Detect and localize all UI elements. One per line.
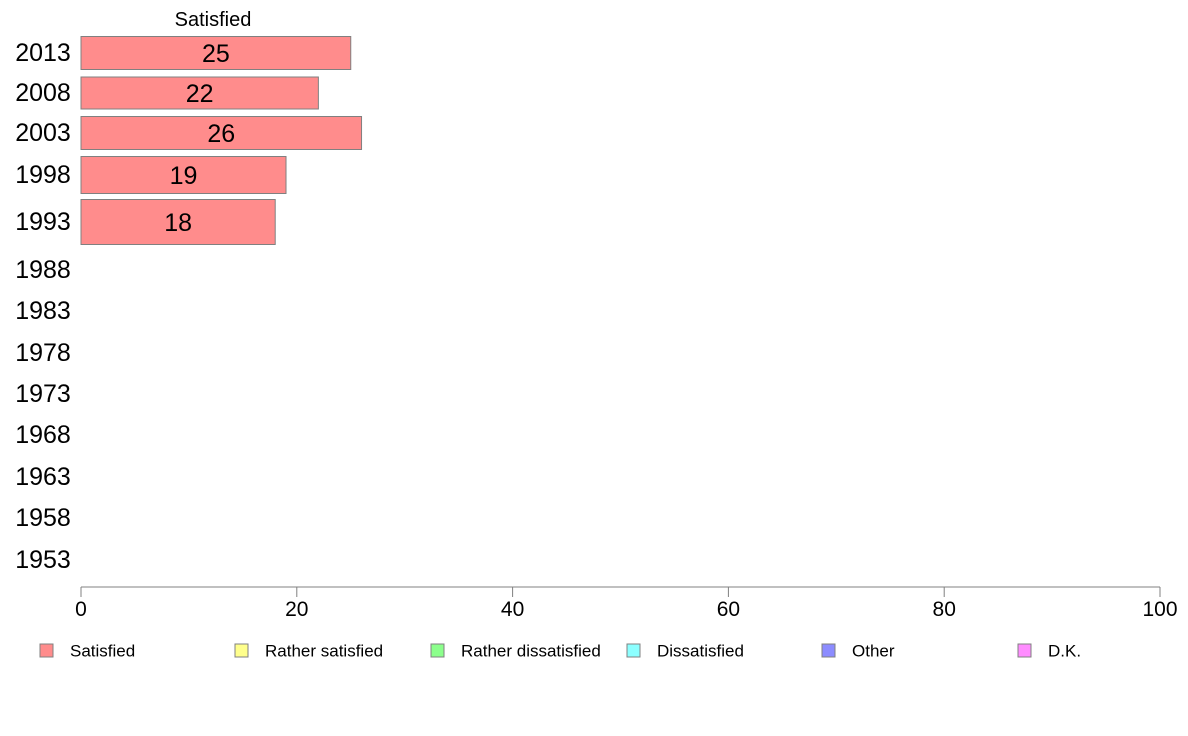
legend-label-dissatisfied: Dissatisfied (657, 642, 744, 661)
category-label-2003: 2003 (15, 119, 71, 147)
x-tick-label-20: 20 (285, 598, 308, 621)
x-tick-label-0: 0 (75, 598, 87, 621)
category-labels: 2013 2008 2003 1998 1993 1988 1983 1978 1973 1968… (15, 39, 71, 574)
bar-2003-satisfied (80, 116, 363, 150)
legend-label-d-k: D.K. (1048, 642, 1081, 661)
category-label-1953: 1953 (15, 546, 71, 574)
legend-item-other: Other (821, 642, 895, 661)
x-tick-label-40: 40 (501, 598, 524, 621)
category-label-1973: 1973 (15, 380, 71, 408)
bar-value-label-2013: 25 (202, 40, 230, 68)
category-label-1968: 1968 (15, 421, 71, 449)
bars: 25 22 26 19 18 (80, 36, 363, 245)
legend-swatch-other (821, 643, 836, 658)
bar-1993-satisfied (80, 199, 276, 245)
category-label-2008: 2008 (15, 79, 71, 107)
bar-value-label-1998: 19 (170, 162, 198, 190)
legend-item-rather-satisfied: Rather satisfied (234, 642, 383, 661)
legend-swatch-rather-satisfied (234, 643, 249, 658)
x-axis: 0 20 40 60 80 100 (75, 586, 1178, 621)
x-tick-label-80: 80 (933, 598, 956, 621)
legend-swatch-d-k (1017, 643, 1032, 658)
series-header: Satisfied (175, 9, 252, 31)
legend-swatch-rather-dissatisfied (430, 643, 445, 658)
bar-value-label-2003: 26 (207, 120, 235, 148)
category-label-1993: 1993 (15, 208, 71, 236)
bar-1998-satisfied (80, 156, 287, 194)
bar-2013-satisfied (80, 36, 352, 70)
legend-swatch-satisfied (39, 643, 54, 658)
legend-label-rather-dissatisfied: Rather dissatisfied (461, 642, 601, 661)
legend-swatch-dissatisfied (626, 643, 641, 658)
category-label-1963: 1963 (15, 463, 71, 491)
legend-item-d-k: D.K. (1017, 642, 1081, 661)
legend-label-satisfied: Satisfied (70, 642, 135, 661)
x-tick-label-60: 60 (717, 598, 740, 621)
bar-value-label-1993: 18 (164, 209, 192, 237)
legend-label-other: Other (852, 642, 895, 661)
bar-2008-satisfied (80, 76, 319, 110)
x-tick-label-100: 100 (1142, 598, 1177, 621)
legend-item-rather-dissatisfied: Rather dissatisfied (430, 642, 601, 661)
category-label-2013: 2013 (15, 39, 71, 67)
legend-label-rather-satisfied: Rather satisfied (265, 642, 383, 661)
legend-item-dissatisfied: Dissatisfied (626, 642, 744, 661)
category-label-1988: 1988 (15, 256, 71, 284)
category-label-1983: 1983 (15, 297, 71, 325)
series-header-label: Satisfied (175, 9, 252, 31)
legend: Satisfied Rather satisfied Rather dissatis… (39, 642, 1081, 661)
category-label-1998: 1998 (15, 161, 71, 189)
legend-item-satisfied: Satisfied (39, 642, 135, 661)
category-label-1978: 1978 (15, 339, 71, 367)
category-label-1958: 1958 (15, 504, 71, 532)
bar-value-label-2008: 22 (186, 80, 214, 108)
